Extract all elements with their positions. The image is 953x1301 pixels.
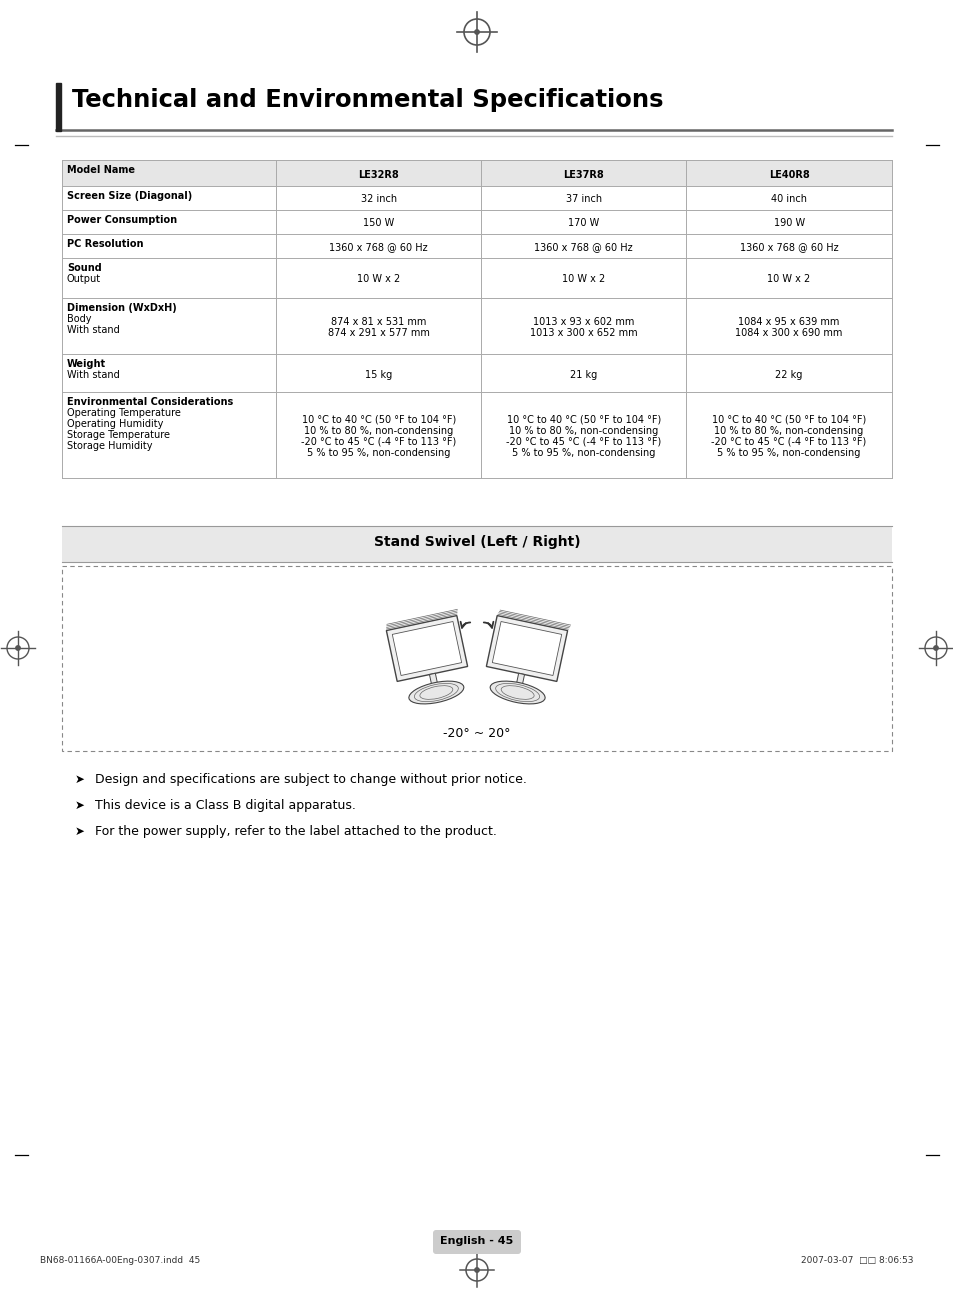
- Text: Operating Temperature: Operating Temperature: [67, 409, 181, 418]
- Circle shape: [933, 645, 937, 650]
- Text: LE37R8: LE37R8: [562, 169, 603, 180]
- Bar: [62, 392, 891, 477]
- Text: Sound: Sound: [67, 263, 102, 273]
- Ellipse shape: [409, 682, 463, 704]
- Text: Power Consumption: Power Consumption: [67, 215, 177, 225]
- Text: 10 °C to 40 °C (50 °F to 104 °F): 10 °C to 40 °C (50 °F to 104 °F): [711, 415, 865, 425]
- Bar: [56, 83, 61, 131]
- Text: 5 % to 95 %, non-condensing: 5 % to 95 %, non-condensing: [512, 448, 655, 458]
- Text: Design and specifications are subject to change without prior notice.: Design and specifications are subject to…: [95, 773, 526, 786]
- Bar: [486, 615, 567, 682]
- Text: 1084 x 300 x 690 mm: 1084 x 300 x 690 mm: [735, 328, 841, 338]
- Text: Storage Humidity: Storage Humidity: [67, 441, 152, 451]
- Bar: [386, 615, 467, 682]
- Text: 1360 x 768 @ 60 Hz: 1360 x 768 @ 60 Hz: [534, 242, 632, 252]
- Text: 10 W x 2: 10 W x 2: [766, 275, 810, 285]
- Text: 10 °C to 40 °C (50 °F to 104 °F): 10 °C to 40 °C (50 °F to 104 °F): [506, 415, 660, 425]
- Text: 10 % to 80 %, non-condensing: 10 % to 80 %, non-condensing: [714, 425, 862, 436]
- Bar: [492, 622, 561, 675]
- Text: 10 W x 2: 10 W x 2: [561, 275, 604, 285]
- Bar: [62, 526, 891, 562]
- Bar: [62, 186, 891, 209]
- Text: Storage Temperature: Storage Temperature: [67, 431, 170, 440]
- Text: LE32R8: LE32R8: [358, 169, 398, 180]
- Text: ➤: ➤: [75, 799, 85, 812]
- FancyBboxPatch shape: [433, 1229, 520, 1254]
- Text: 40 inch: 40 inch: [770, 195, 806, 204]
- Bar: [392, 622, 461, 675]
- Text: 10 % to 80 %, non-condensing: 10 % to 80 %, non-condensing: [304, 425, 453, 436]
- Ellipse shape: [490, 682, 544, 704]
- Text: Screen Size (Diagonal): Screen Size (Diagonal): [67, 191, 193, 200]
- Text: 1084 x 95 x 639 mm: 1084 x 95 x 639 mm: [738, 317, 839, 327]
- Text: Dimension (WxDxH): Dimension (WxDxH): [67, 303, 176, 314]
- Text: ➤: ➤: [75, 825, 85, 838]
- Text: 10 W x 2: 10 W x 2: [356, 275, 400, 285]
- Text: 1013 x 300 x 652 mm: 1013 x 300 x 652 mm: [529, 328, 637, 338]
- Text: 874 x 291 x 577 mm: 874 x 291 x 577 mm: [328, 328, 429, 338]
- Text: 5 % to 95 %, non-condensing: 5 % to 95 %, non-condensing: [717, 448, 860, 458]
- Text: 1013 x 93 x 602 mm: 1013 x 93 x 602 mm: [533, 317, 634, 327]
- Text: For the power supply, refer to the label attached to the product.: For the power supply, refer to the label…: [95, 825, 497, 838]
- Text: 10 % to 80 %, non-condensing: 10 % to 80 %, non-condensing: [509, 425, 658, 436]
- Text: -20° ~ 20°: -20° ~ 20°: [443, 727, 510, 740]
- Bar: [62, 354, 891, 392]
- Circle shape: [16, 645, 20, 650]
- Text: 1360 x 768 @ 60 Hz: 1360 x 768 @ 60 Hz: [329, 242, 428, 252]
- Text: ➤: ➤: [75, 773, 85, 786]
- Bar: [62, 298, 891, 354]
- Text: -20 °C to 45 °C (-4 °F to 113 °F): -20 °C to 45 °C (-4 °F to 113 °F): [301, 437, 456, 448]
- Text: 5 % to 95 %, non-condensing: 5 % to 95 %, non-condensing: [307, 448, 450, 458]
- Bar: [62, 234, 891, 258]
- Bar: [62, 566, 891, 751]
- Text: 10 °C to 40 °C (50 °F to 104 °F): 10 °C to 40 °C (50 °F to 104 °F): [301, 415, 456, 425]
- Text: 21 kg: 21 kg: [570, 369, 597, 380]
- Text: -20 °C to 45 °C (-4 °F to 113 °F): -20 °C to 45 °C (-4 °F to 113 °F): [505, 437, 660, 448]
- Text: 15 kg: 15 kg: [365, 369, 392, 380]
- Text: With stand: With stand: [67, 369, 120, 380]
- Text: With stand: With stand: [67, 325, 120, 334]
- Bar: [516, 674, 524, 688]
- Text: 190 W: 190 W: [773, 219, 803, 229]
- Text: -20 °C to 45 °C (-4 °F to 113 °F): -20 °C to 45 °C (-4 °F to 113 °F): [711, 437, 865, 448]
- Text: 32 inch: 32 inch: [360, 195, 396, 204]
- Bar: [62, 160, 891, 186]
- Bar: [429, 674, 437, 688]
- Text: PC Resolution: PC Resolution: [67, 239, 143, 248]
- Text: 22 kg: 22 kg: [775, 369, 801, 380]
- Text: 2007-03-07  □□ 8:06:53: 2007-03-07 □□ 8:06:53: [801, 1255, 913, 1265]
- Text: Environmental Considerations: Environmental Considerations: [67, 397, 233, 407]
- Text: 874 x 81 x 531 mm: 874 x 81 x 531 mm: [331, 317, 426, 327]
- Text: BN68-01166A-00Eng-0307.indd  45: BN68-01166A-00Eng-0307.indd 45: [40, 1255, 200, 1265]
- Text: English - 45: English - 45: [440, 1236, 513, 1246]
- Bar: [62, 258, 891, 298]
- Text: Operating Humidity: Operating Humidity: [67, 419, 163, 429]
- Text: 150 W: 150 W: [363, 219, 394, 229]
- Text: 37 inch: 37 inch: [565, 195, 601, 204]
- Text: Stand Swivel (Left / Right): Stand Swivel (Left / Right): [374, 535, 579, 549]
- Text: Model Name: Model Name: [67, 165, 135, 176]
- Text: Weight: Weight: [67, 359, 106, 369]
- Text: Output: Output: [67, 275, 101, 284]
- Circle shape: [475, 30, 478, 34]
- Text: This device is a Class B digital apparatus.: This device is a Class B digital apparat…: [95, 799, 355, 812]
- Text: Technical and Environmental Specifications: Technical and Environmental Specificatio…: [71, 88, 662, 112]
- Bar: [62, 209, 891, 234]
- Text: 170 W: 170 W: [567, 219, 598, 229]
- Text: Body: Body: [67, 314, 91, 324]
- Circle shape: [475, 1267, 478, 1272]
- Text: LE40R8: LE40R8: [768, 169, 808, 180]
- Text: 1360 x 768 @ 60 Hz: 1360 x 768 @ 60 Hz: [739, 242, 838, 252]
